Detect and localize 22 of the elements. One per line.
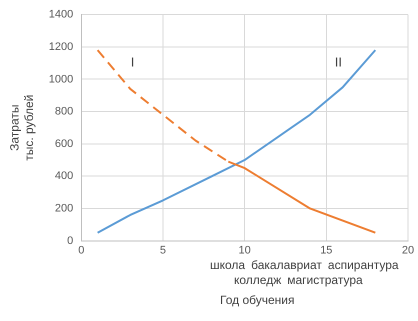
x-tick-label: 15 — [320, 244, 332, 256]
text: колледж — [234, 273, 282, 287]
y-tick-label: 400 — [54, 170, 74, 182]
text: школа — [210, 258, 246, 272]
y-tick-label: 0 — [67, 234, 74, 247]
x-tick-label: 10 — [238, 244, 251, 256]
x-tick-label: 0 — [78, 244, 84, 256]
x-tick-label: 20 — [402, 244, 414, 256]
x-tick-label: 5 — [160, 244, 166, 256]
text: бакалавриат — [251, 258, 322, 272]
series-label: II — [334, 54, 342, 70]
y-tick-label: 1200 — [48, 40, 74, 53]
series-label: I — [130, 54, 134, 70]
y-tick-label: 1400 — [48, 8, 74, 21]
text: аспирантура — [328, 258, 399, 272]
y-tick-label: 1000 — [48, 73, 74, 86]
text: магистратура — [287, 273, 363, 287]
y-axis-title: Затраты тыс. рублей — [8, 94, 36, 161]
x-axis-title: Год обучения — [220, 293, 294, 307]
y-tick-label: 800 — [54, 106, 74, 118]
y-tick-label: 200 — [54, 202, 74, 215]
y-tick-label: 600 — [54, 138, 74, 150]
